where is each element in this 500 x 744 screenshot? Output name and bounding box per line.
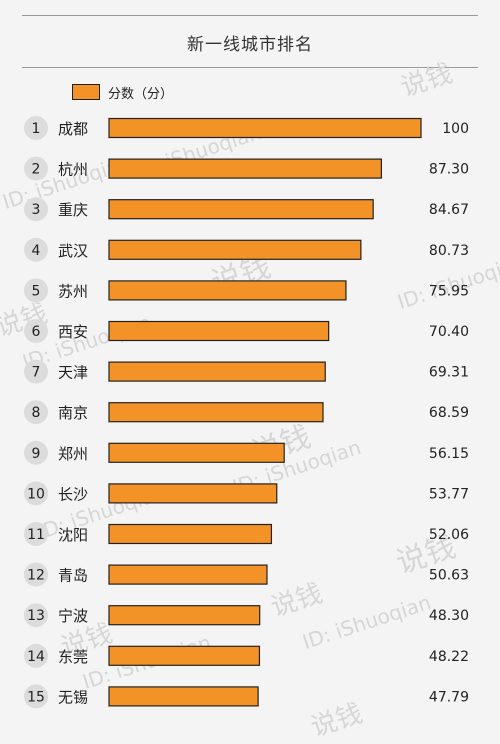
rank-number: 2	[32, 162, 41, 178]
value-label: 84.67	[429, 202, 469, 218]
rank-badge	[24, 319, 48, 343]
rank-number: 12	[27, 568, 45, 584]
rank-badge	[24, 400, 48, 425]
value-label: 70.40	[429, 324, 469, 340]
rank-badge	[24, 481, 48, 506]
city-label: 东莞	[58, 648, 88, 666]
rank-badge	[24, 562, 48, 587]
city-label: 长沙	[58, 485, 88, 503]
city-label: 武汉	[58, 242, 88, 260]
legend: 分数（分）	[72, 82, 173, 102]
bar	[108, 117, 422, 139]
city-label: 成都	[58, 120, 88, 138]
rank-badge	[24, 197, 48, 222]
rank-number: 15	[27, 689, 45, 705]
bar	[108, 686, 259, 707]
value-label: 56.15	[429, 446, 469, 462]
city-label: 沈阳	[58, 526, 88, 544]
value-label: 69.31	[429, 365, 469, 381]
bar	[108, 523, 273, 545]
city-label: 郑州	[58, 445, 88, 463]
rank-badge	[24, 156, 48, 181]
rank-number: 14	[27, 649, 45, 665]
rank-number: 8	[32, 405, 41, 421]
bar	[108, 199, 374, 220]
rank-number: 5	[32, 283, 41, 299]
value-label: 47.79	[429, 689, 469, 705]
bar	[108, 483, 278, 504]
value-label: 75.95	[429, 283, 469, 299]
chart-title: 新一线城市排名	[187, 35, 313, 55]
value-label: 68.59	[429, 405, 469, 421]
value-label: 87.30	[429, 162, 469, 178]
bar	[108, 402, 324, 423]
bar	[108, 280, 347, 301]
legend-label: 分数（分）	[108, 86, 174, 102]
rank-number: 13	[27, 608, 45, 624]
city-label: 天津	[58, 364, 88, 382]
rank-badge	[24, 116, 48, 140]
rank-badge	[24, 522, 48, 546]
rank-badge	[24, 643, 48, 668]
rank-number: 3	[32, 202, 41, 218]
value-label: 53.77	[429, 486, 469, 502]
rank-badge	[24, 684, 48, 709]
value-label: 80.73	[429, 243, 469, 259]
city-label: 南京	[58, 404, 88, 422]
value-label: 48.22	[429, 649, 469, 665]
rank-badge	[24, 603, 48, 628]
bar	[108, 239, 362, 260]
rank-number: 1	[32, 121, 41, 137]
bar	[108, 442, 285, 463]
legend-swatch	[72, 84, 100, 100]
bar	[108, 605, 261, 626]
bar	[108, 645, 261, 666]
city-label: 青岛	[58, 567, 88, 585]
rank-number: 9	[32, 446, 41, 462]
rank-number: 4	[32, 243, 41, 259]
top-rule	[22, 15, 478, 16]
city-label: 无锡	[58, 688, 88, 706]
city-label: 西安	[58, 323, 88, 341]
rank-badge	[24, 359, 48, 384]
bar	[108, 564, 268, 585]
bar	[108, 320, 330, 342]
rank-number: 11	[27, 527, 45, 543]
rank-badge	[24, 440, 48, 465]
rank-number: 7	[32, 365, 41, 381]
value-label: 48.30	[429, 608, 469, 624]
bar	[108, 361, 326, 382]
city-label: 重庆	[58, 201, 88, 219]
bar	[108, 158, 382, 179]
title-rule	[22, 67, 478, 68]
rank-number: 6	[32, 324, 41, 340]
rank-number: 10	[27, 486, 45, 502]
city-label: 苏州	[58, 282, 88, 300]
value-label: 52.06	[429, 527, 469, 543]
rank-badge	[24, 278, 48, 303]
rank-badge	[24, 237, 48, 262]
city-label: 宁波	[58, 607, 88, 625]
value-label: 100	[442, 121, 469, 137]
city-label: 杭州	[58, 161, 88, 179]
value-label: 50.63	[429, 568, 469, 584]
